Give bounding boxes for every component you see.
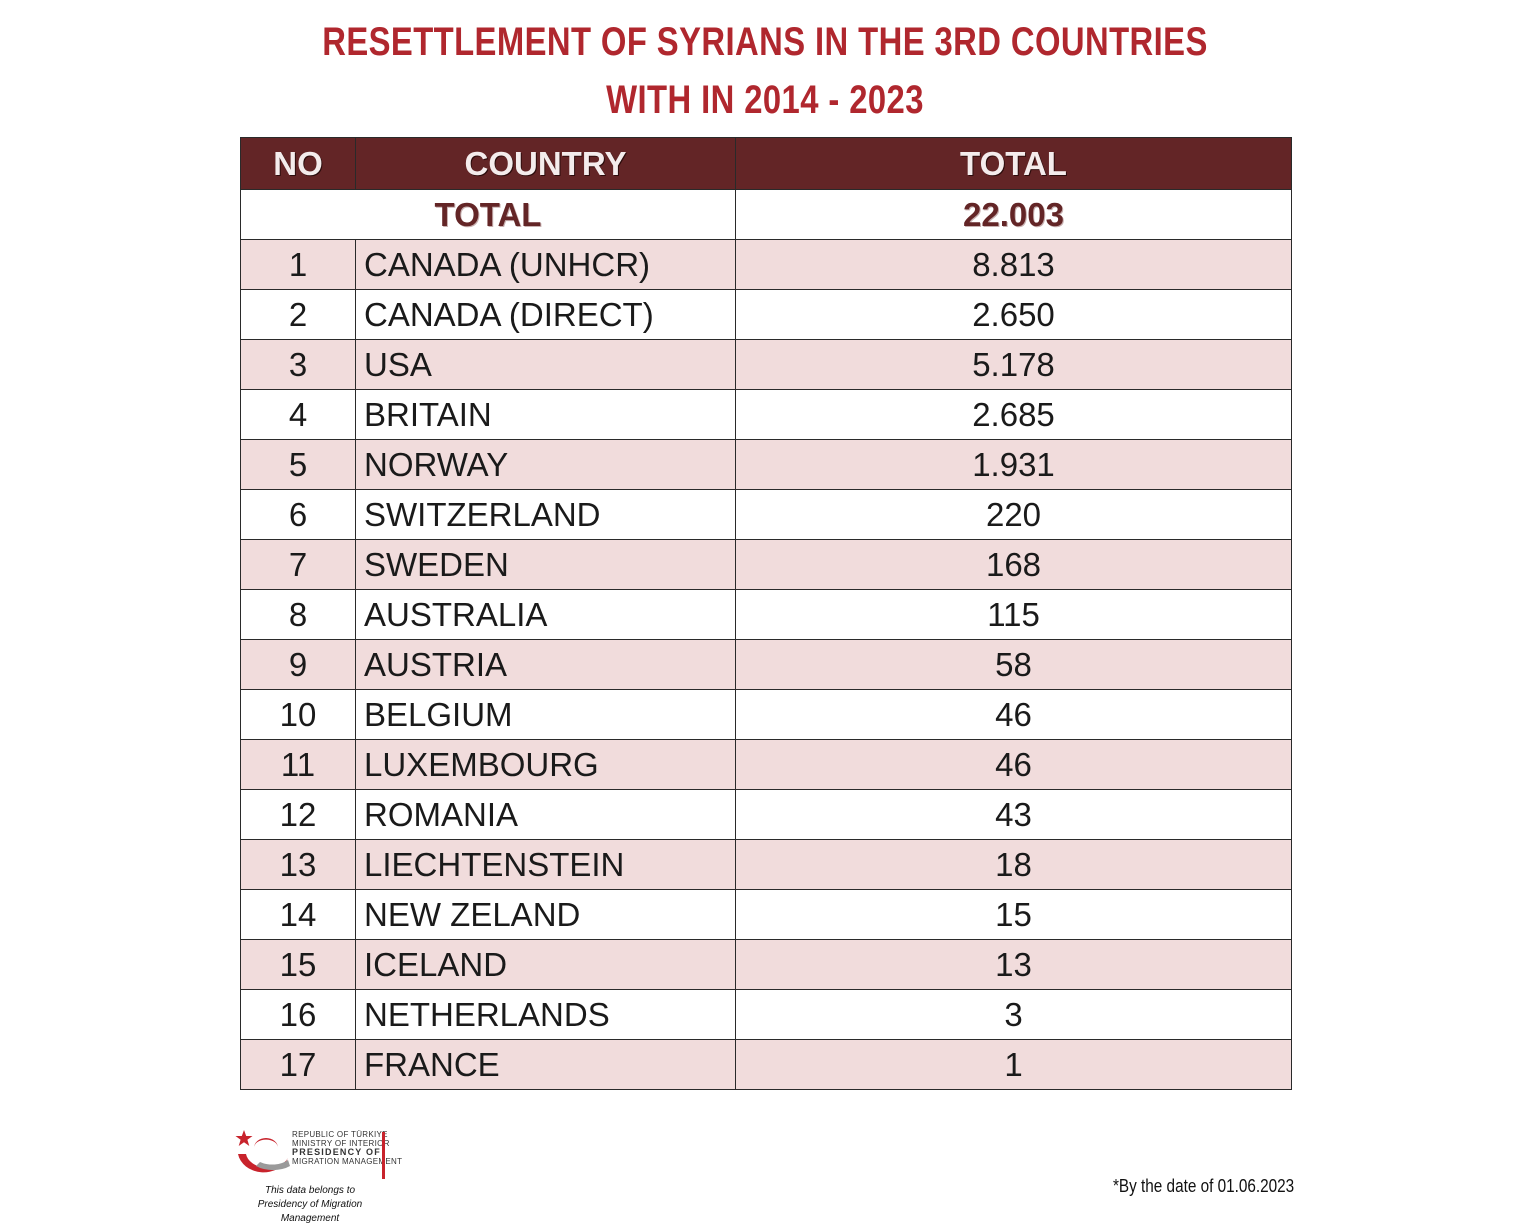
row-total: 46 bbox=[735, 739, 1292, 790]
row-total: 58 bbox=[735, 639, 1292, 690]
table-row: 1 CANADA (UNHCR) 8.813 bbox=[240, 239, 1292, 290]
table-row: 14 NEW ZELAND 15 bbox=[240, 889, 1292, 940]
date-footnote: *By the date of 01.06.2023 bbox=[1112, 1176, 1294, 1196]
table-row: 16 NETHERLANDS 3 bbox=[240, 989, 1292, 1040]
table-row: 6 SWITZERLAND 220 bbox=[240, 489, 1292, 540]
row-total: 1 bbox=[735, 1039, 1292, 1090]
row-no: 5 bbox=[240, 439, 356, 490]
row-country: ICELAND bbox=[355, 939, 736, 990]
migration-presidency-logo bbox=[235, 1130, 290, 1173]
table-row: 11 LUXEMBOURG 46 bbox=[240, 739, 1292, 790]
table-row: 7 SWEDEN 168 bbox=[240, 539, 1292, 590]
row-country: LUXEMBOURG bbox=[355, 739, 736, 790]
resettlement-table: NO COUNTRY TOTAL TOTAL 22.003 1 CANADA (U… bbox=[240, 137, 1292, 1090]
table-row: 9 AUSTRIA 58 bbox=[240, 639, 1292, 690]
logo-line-ministry: MINISTRY OF INTERIOR bbox=[292, 1139, 390, 1148]
table-row: 13 LIECHTENSTEIN 18 bbox=[240, 839, 1292, 890]
row-total: 3 bbox=[735, 989, 1292, 1040]
table-row: 12 ROMANIA 43 bbox=[240, 789, 1292, 840]
row-total: 2.650 bbox=[735, 289, 1292, 340]
page-title: RESETTLEMENT OF SYRIANS IN THE 3RD COUNT… bbox=[322, 20, 1208, 64]
grand-total-label: TOTAL bbox=[240, 189, 736, 240]
row-country: ROMANIA bbox=[355, 789, 736, 840]
logo-text: REPUBLIC OF TÜRKIYE MINISTRY OF INTERIOR… bbox=[292, 1130, 402, 1166]
table-row: 8 AUSTRALIA 115 bbox=[240, 589, 1292, 640]
row-no: 4 bbox=[240, 389, 356, 440]
row-total: 13 bbox=[735, 939, 1292, 990]
row-no: 2 bbox=[240, 289, 356, 340]
page-subtitle: WITH IN 2014 - 2023 bbox=[606, 78, 924, 122]
row-total: 18 bbox=[735, 839, 1292, 890]
crescent-star-icon bbox=[235, 1130, 290, 1173]
row-no: 1 bbox=[240, 239, 356, 290]
row-country: FRANCE bbox=[355, 1039, 736, 1090]
row-no: 17 bbox=[240, 1039, 356, 1090]
row-country: CANADA (DIRECT) bbox=[355, 289, 736, 340]
logo-line-presidency: PRESIDENCY OF bbox=[292, 1147, 381, 1157]
row-total: 5.178 bbox=[735, 339, 1292, 390]
row-no: 13 bbox=[240, 839, 356, 890]
logo-line-republic: REPUBLIC OF TÜRKIYE bbox=[292, 1130, 388, 1139]
row-country: SWEDEN bbox=[355, 539, 736, 590]
row-country: CANADA (UNHCR) bbox=[355, 239, 736, 290]
table-row: 17 FRANCE 1 bbox=[240, 1039, 1292, 1090]
row-no: 15 bbox=[240, 939, 356, 990]
row-country: AUSTRALIA bbox=[355, 589, 736, 640]
header-country: COUNTRY bbox=[355, 137, 736, 190]
row-no: 8 bbox=[240, 589, 356, 640]
row-total: 2.685 bbox=[735, 389, 1292, 440]
row-total: 8.813 bbox=[735, 239, 1292, 290]
row-country: NETHERLANDS bbox=[355, 989, 736, 1040]
row-country: USA bbox=[355, 339, 736, 390]
row-no: 16 bbox=[240, 989, 356, 1040]
row-total: 115 bbox=[735, 589, 1292, 640]
row-country: NORWAY bbox=[355, 439, 736, 490]
row-total: 168 bbox=[735, 539, 1292, 590]
row-country: BELGIUM bbox=[355, 689, 736, 740]
table-row: 3 USA 5.178 bbox=[240, 339, 1292, 390]
row-no: 14 bbox=[240, 889, 356, 940]
row-total: 43 bbox=[735, 789, 1292, 840]
row-no: 7 bbox=[240, 539, 356, 590]
row-country: AUSTRIA bbox=[355, 639, 736, 690]
grand-total-value: 22.003 bbox=[735, 189, 1292, 240]
row-country: BRITAIN bbox=[355, 389, 736, 440]
table-row: 10 BELGIUM 46 bbox=[240, 689, 1292, 740]
table-row: 15 ICELAND 13 bbox=[240, 939, 1292, 990]
table-row: 2 CANADA (DIRECT) 2.650 bbox=[240, 289, 1292, 340]
row-no: 11 bbox=[240, 739, 356, 790]
credit-line-2: Presidency of Migration Management bbox=[257, 1199, 363, 1224]
row-total: 1.931 bbox=[735, 439, 1292, 490]
row-total: 46 bbox=[735, 689, 1292, 740]
table-row: 4 BRITAIN 2.685 bbox=[240, 389, 1292, 440]
row-no: 10 bbox=[240, 689, 356, 740]
grand-total-row: TOTAL 22.003 bbox=[240, 189, 1292, 240]
header-no: NO bbox=[240, 137, 356, 190]
logo-line-migration: MIGRATION MANAGEMENT bbox=[292, 1157, 403, 1166]
logo-divider bbox=[382, 1132, 385, 1179]
row-country: LIECHTENSTEIN bbox=[355, 839, 736, 890]
row-total: 220 bbox=[735, 489, 1292, 540]
row-no: 6 bbox=[240, 489, 356, 540]
row-no: 9 bbox=[240, 639, 356, 690]
row-no: 3 bbox=[240, 339, 356, 390]
row-country: SWITZERLAND bbox=[355, 489, 736, 540]
table-row: 5 NORWAY 1.931 bbox=[240, 439, 1292, 490]
row-total: 15 bbox=[735, 889, 1292, 940]
table-header-row: NO COUNTRY TOTAL bbox=[240, 137, 1292, 190]
header-total: TOTAL bbox=[735, 137, 1292, 190]
row-country: NEW ZELAND bbox=[355, 889, 736, 940]
row-no: 12 bbox=[240, 789, 356, 840]
credit-line-1: This data belongs to bbox=[264, 1185, 356, 1196]
